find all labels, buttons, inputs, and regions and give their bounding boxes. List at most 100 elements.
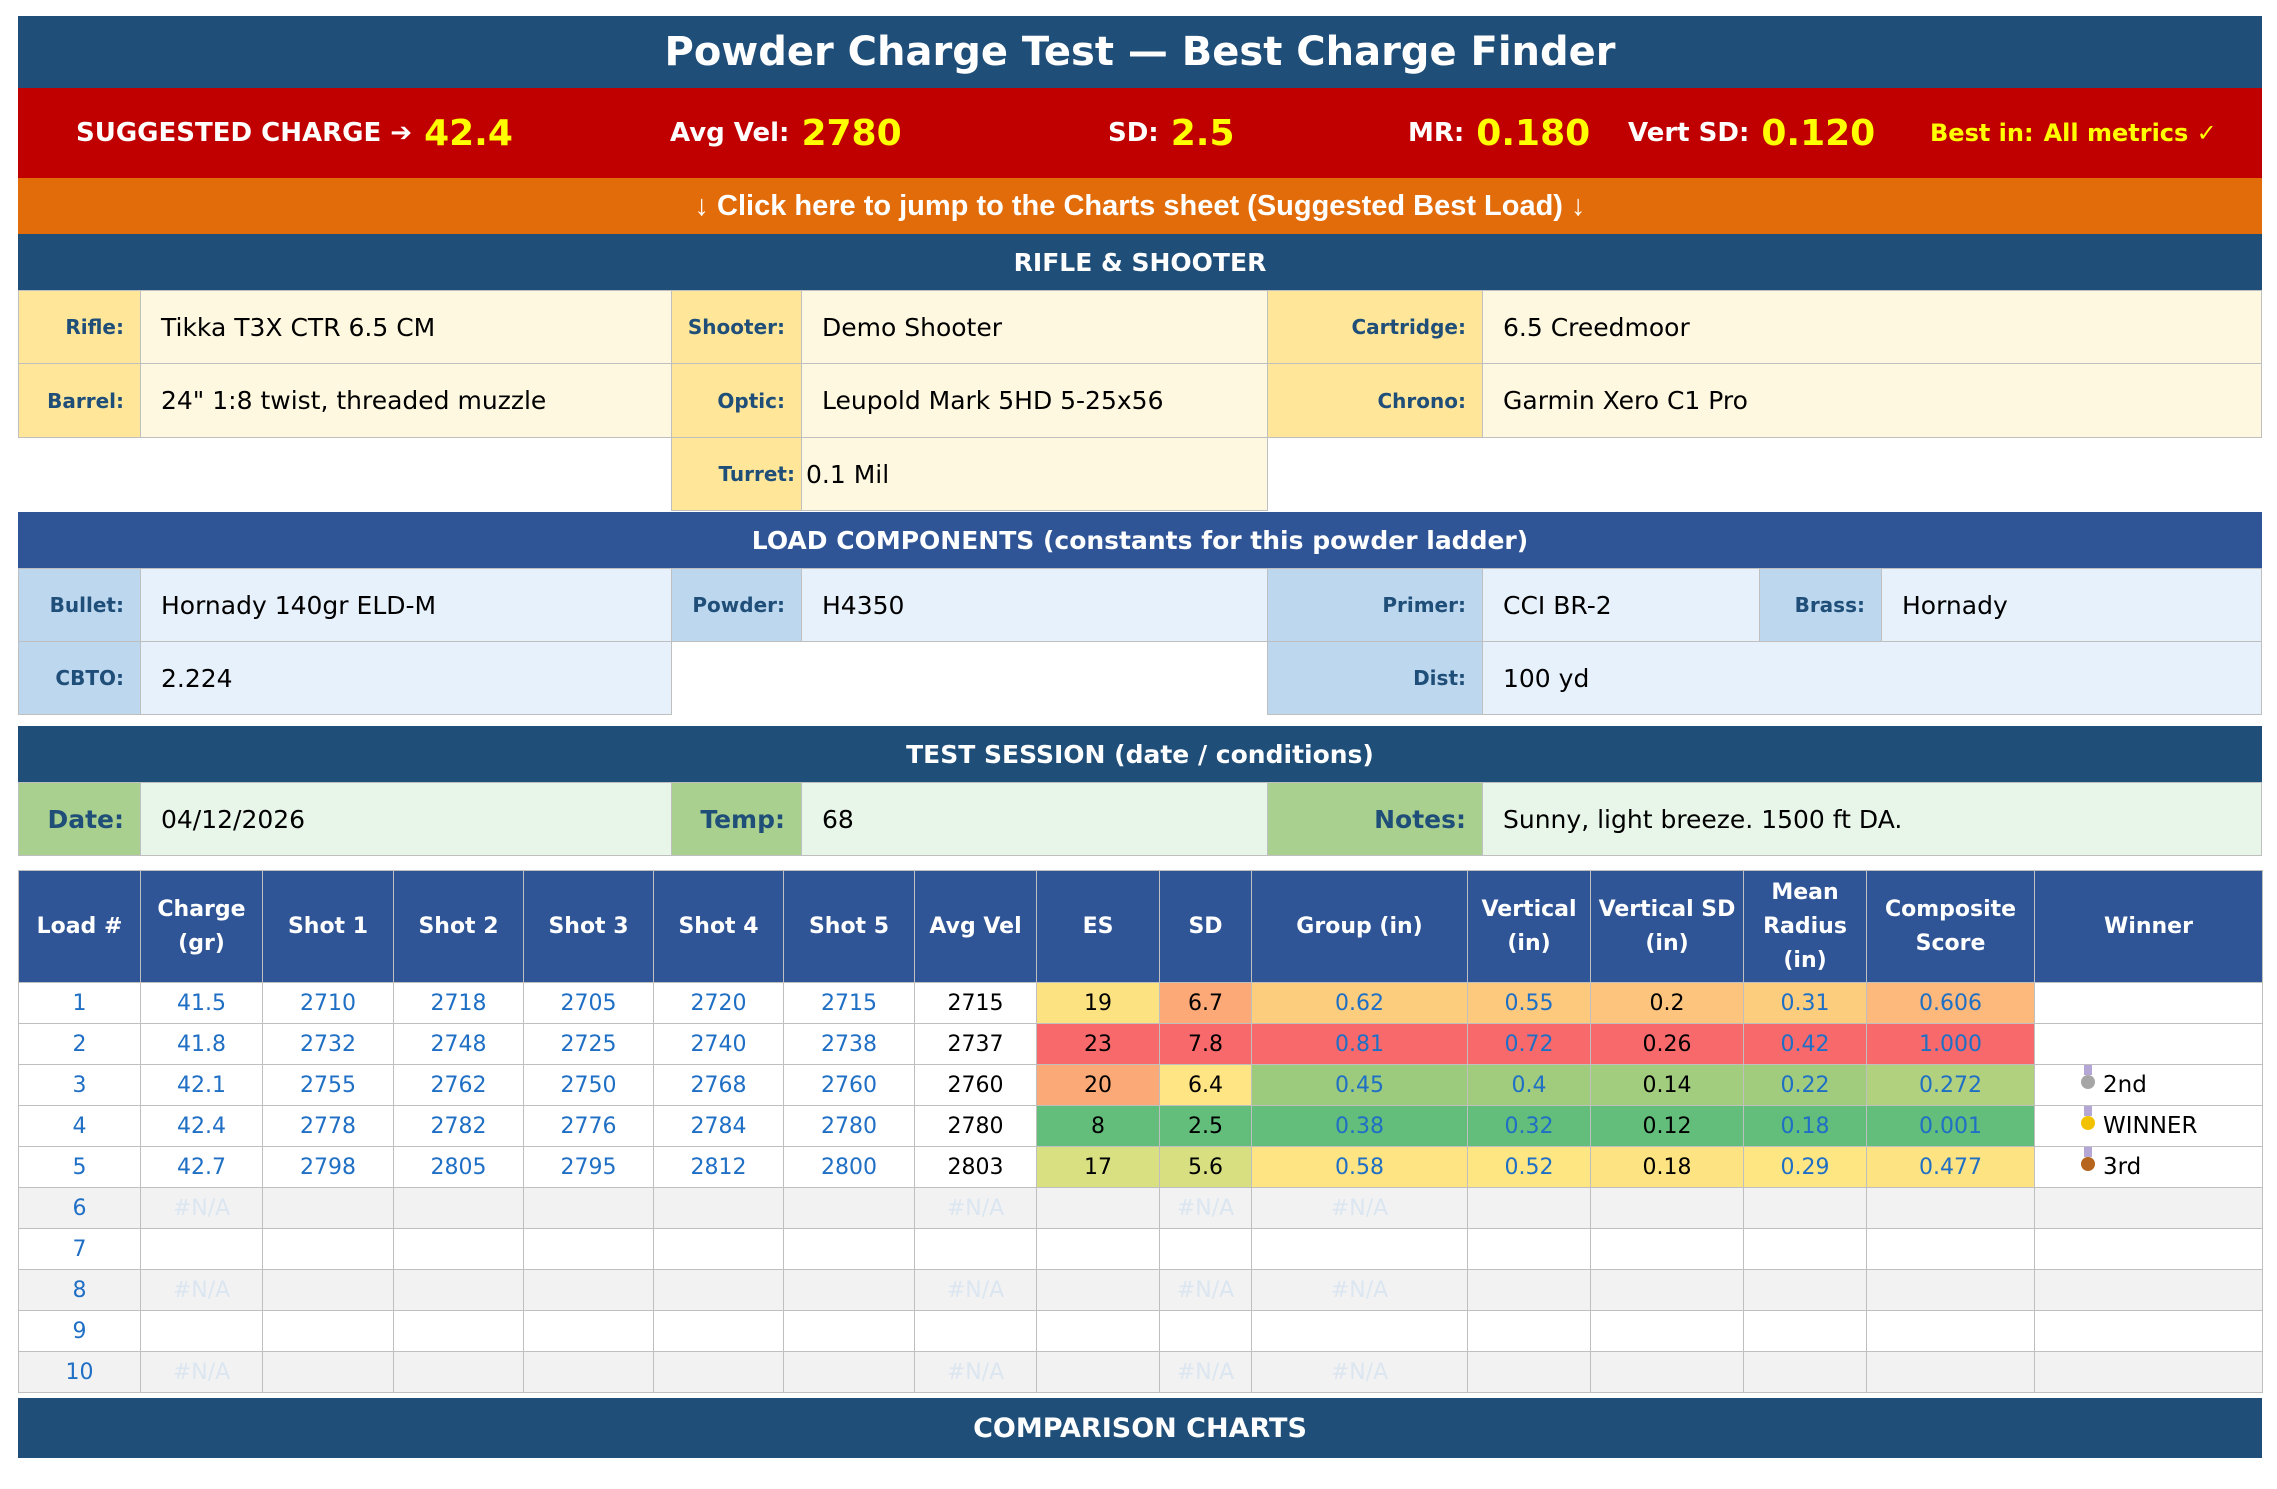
notes-value[interactable]: Sunny, light breeze. 1500 ft DA. [1482, 782, 2262, 856]
cell-na[interactable] [1251, 1310, 1468, 1352]
cell-sd[interactable]: 2.5 [1159, 1105, 1252, 1147]
cell-s2[interactable]: 2718 [393, 982, 524, 1024]
cell-avg[interactable]: 2780 [914, 1105, 1037, 1147]
cell-load[interactable]: 5 [18, 1146, 141, 1188]
powder-value[interactable]: H4350 [801, 568, 1268, 642]
cell-empty[interactable] [262, 1228, 394, 1270]
cell-score[interactable]: 0.001 [1866, 1105, 2035, 1147]
cbto-value[interactable]: 2.224 [140, 641, 672, 715]
cell-na[interactable] [140, 1228, 263, 1270]
cell-s5[interactable]: 2715 [783, 982, 915, 1024]
cell-empty[interactable] [653, 1310, 784, 1352]
cell-na[interactable] [1159, 1228, 1252, 1270]
cell-group[interactable]: 0.45 [1251, 1064, 1468, 1106]
cell-empty[interactable] [783, 1228, 915, 1270]
cell-na[interactable] [914, 1228, 1037, 1270]
cell-s5[interactable]: 2760 [783, 1064, 915, 1106]
cell-sd[interactable]: 7.8 [1159, 1023, 1252, 1065]
cell-s3[interactable]: 2750 [523, 1064, 654, 1106]
cell-mr[interactable]: 0.22 [1743, 1064, 1867, 1106]
cell-load[interactable]: 1 [18, 982, 141, 1024]
cell-s5[interactable]: 2800 [783, 1146, 915, 1188]
cell-empty[interactable] [1866, 1310, 2035, 1352]
cell-load[interactable]: 4 [18, 1105, 141, 1147]
cell-empty[interactable] [1743, 1187, 1867, 1229]
cell-na[interactable]: #N/A [914, 1351, 1037, 1393]
rifle-value[interactable]: Tikka T3X CTR 6.5 CM [140, 290, 672, 364]
cell-empty[interactable] [2034, 1310, 2263, 1352]
cell-empty[interactable] [783, 1351, 915, 1393]
turret-value[interactable]: 0.1 Mil [801, 437, 1268, 511]
cell-charge[interactable]: 42.7 [140, 1146, 263, 1188]
cell-charge[interactable]: 41.5 [140, 982, 263, 1024]
cell-s2[interactable]: 2762 [393, 1064, 524, 1106]
cell-empty[interactable] [262, 1269, 394, 1311]
cell-load[interactable]: 2 [18, 1023, 141, 1065]
cell-na[interactable] [914, 1310, 1037, 1352]
cell-s3[interactable]: 2776 [523, 1105, 654, 1147]
cell-empty[interactable] [1590, 1351, 1744, 1393]
cell-s3[interactable]: 2795 [523, 1146, 654, 1188]
brass-value[interactable]: Hornady [1881, 568, 2262, 642]
cell-charge[interactable]: 42.4 [140, 1105, 263, 1147]
cell-es[interactable]: 19 [1036, 982, 1160, 1024]
cell-group[interactable]: 0.81 [1251, 1023, 1468, 1065]
cell-empty[interactable] [2034, 1351, 2263, 1393]
cell-empty[interactable] [1467, 1187, 1591, 1229]
cell-s3[interactable]: 2705 [523, 982, 654, 1024]
cell-empty[interactable] [523, 1269, 654, 1311]
cell-empty[interactable] [393, 1351, 524, 1393]
cell-empty[interactable] [1743, 1351, 1867, 1393]
cell-group[interactable]: 0.38 [1251, 1105, 1468, 1147]
cell-s5[interactable]: 2780 [783, 1105, 915, 1147]
cell-load[interactable]: 3 [18, 1064, 141, 1106]
cell-empty[interactable] [523, 1351, 654, 1393]
cell-s2[interactable]: 2805 [393, 1146, 524, 1188]
cell-empty[interactable] [1590, 1228, 1744, 1270]
cell-group[interactable]: 0.58 [1251, 1146, 1468, 1188]
cell-es[interactable]: 17 [1036, 1146, 1160, 1188]
cell-empty[interactable] [783, 1269, 915, 1311]
cell-load[interactable]: 6 [18, 1187, 141, 1229]
cell-avg[interactable]: 2760 [914, 1064, 1037, 1106]
cell-empty[interactable] [1467, 1310, 1591, 1352]
chrono-value[interactable]: Garmin Xero C1 Pro [1482, 363, 2262, 438]
cell-empty[interactable] [523, 1187, 654, 1229]
cell-s4[interactable]: 2812 [653, 1146, 784, 1188]
cell-vert[interactable]: 0.4 [1467, 1064, 1591, 1106]
cell-empty[interactable] [1036, 1310, 1160, 1352]
cell-empty[interactable] [1590, 1269, 1744, 1311]
cell-vert[interactable]: 0.52 [1467, 1146, 1591, 1188]
cell-na[interactable] [1159, 1310, 1252, 1352]
cell-score[interactable]: 0.606 [1866, 982, 2035, 1024]
cell-empty[interactable] [523, 1228, 654, 1270]
cell-vsd[interactable]: 0.18 [1590, 1146, 1744, 1188]
cell-s1[interactable]: 2710 [262, 982, 394, 1024]
cell-empty[interactable] [1467, 1269, 1591, 1311]
cell-es[interactable]: 8 [1036, 1105, 1160, 1147]
cell-empty[interactable] [262, 1187, 394, 1229]
cell-empty[interactable] [262, 1310, 394, 1352]
cell-na[interactable]: #N/A [1251, 1269, 1468, 1311]
cell-empty[interactable] [393, 1269, 524, 1311]
cell-empty[interactable] [1036, 1228, 1160, 1270]
cell-empty[interactable] [653, 1187, 784, 1229]
cell-empty[interactable] [1036, 1351, 1160, 1393]
cell-empty[interactable] [1743, 1269, 1867, 1311]
cell-empty[interactable] [1036, 1269, 1160, 1311]
cell-na[interactable]: #N/A [1159, 1187, 1252, 1229]
cell-es[interactable]: 23 [1036, 1023, 1160, 1065]
cell-mr[interactable]: 0.42 [1743, 1023, 1867, 1065]
cell-s5[interactable]: 2738 [783, 1023, 915, 1065]
date-value[interactable]: 04/12/2026 [140, 782, 672, 856]
cell-score[interactable]: 1.000 [1866, 1023, 2035, 1065]
cell-s3[interactable]: 2725 [523, 1023, 654, 1065]
cell-s1[interactable]: 2798 [262, 1146, 394, 1188]
cell-vsd[interactable]: 0.14 [1590, 1064, 1744, 1106]
cell-na[interactable]: #N/A [1251, 1351, 1468, 1393]
dist-value[interactable]: 100 yd [1482, 641, 2262, 715]
cell-score[interactable]: 0.477 [1866, 1146, 2035, 1188]
cell-empty[interactable] [1590, 1310, 1744, 1352]
cell-na[interactable]: #N/A [140, 1269, 263, 1311]
cell-na[interactable]: #N/A [1159, 1269, 1252, 1311]
